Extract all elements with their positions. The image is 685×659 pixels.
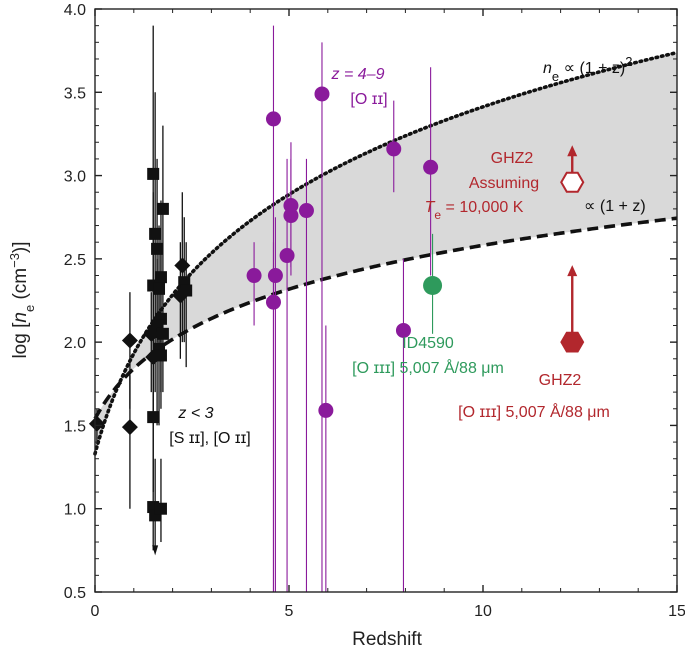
- scaling-curves: [93, 50, 679, 456]
- curve-squared-label: ne ∝ (1 + z)2: [543, 54, 632, 84]
- circle-marker: [423, 159, 439, 175]
- y-tick-label: 4.0: [64, 2, 86, 19]
- y-tick-label: 1.0: [64, 502, 86, 519]
- ghz2-te-assuming-label: Assuming: [469, 175, 539, 192]
- ghz2-lines-label: [O ɪɪɪ] 5,007 Å/88 μm: [458, 402, 610, 421]
- open-hexagon-marker: [560, 171, 585, 193]
- diamond-marker: [174, 257, 191, 274]
- diamond-marker: [143, 325, 160, 342]
- circle-marker: [298, 203, 314, 219]
- x-tick-label: 10: [474, 603, 492, 620]
- curve-squared: [93, 50, 679, 456]
- circle-marker: [267, 268, 283, 284]
- square-marker: [149, 227, 162, 240]
- circle-marker: [279, 248, 295, 264]
- curve-linear-label: ∝ (1 + z): [584, 198, 646, 215]
- circle-marker: [318, 402, 334, 418]
- square-marker: [156, 202, 169, 215]
- shaded-band-region: [95, 52, 677, 454]
- lower-limit-arrow-head: [567, 265, 578, 277]
- square-marker: [156, 327, 169, 340]
- ghz2-te-value-label: Te = 10,000 K: [425, 199, 524, 222]
- diamond-marker: [172, 287, 189, 304]
- ghz2-label: GHZ2: [539, 372, 582, 389]
- y-tick-label: 2.0: [64, 335, 86, 352]
- lowz-label: z < 3: [177, 405, 213, 422]
- square-marker: [147, 411, 160, 424]
- plot-frame: [94, 8, 678, 593]
- circle-marker: [283, 208, 299, 224]
- lower-limit-arrow-head: [567, 145, 578, 157]
- x-tick-label: 5: [285, 603, 294, 620]
- filled-hexagon-marker: [560, 331, 585, 353]
- lowz-lines-label: [S ɪɪ], [O ɪɪ]: [169, 430, 250, 447]
- y-tick-label: 0.5: [64, 585, 86, 602]
- circle-marker: [395, 322, 411, 338]
- z49-line-label: [O ɪɪ]: [350, 91, 387, 108]
- circle-marker: [265, 111, 281, 127]
- x-axis-title: Redshift: [352, 629, 422, 650]
- large-circle-marker: [423, 276, 443, 296]
- square-marker: [154, 271, 167, 284]
- axes: 0 5 10 15 0.5 1.0 1.5 2.0 2.5 3.0 3.5 4.0: [64, 2, 685, 620]
- circle-marker: [246, 268, 262, 284]
- y-axis-title: log [ne (cm−3)]: [7, 241, 37, 358]
- diamond-marker: [121, 419, 138, 436]
- y-tick-label: 2.5: [64, 252, 86, 269]
- y-tick-label: 3.0: [64, 169, 86, 186]
- y-tick-label: 1.5: [64, 418, 86, 435]
- square-marker: [154, 502, 167, 515]
- x-tick-label: 0: [91, 603, 100, 620]
- x-tick-label: 15: [668, 603, 685, 620]
- shaded-band: [95, 52, 677, 454]
- square-marker: [147, 167, 160, 180]
- circle-marker: [314, 86, 330, 102]
- z49-label: z = 4–9: [331, 66, 385, 83]
- ghz2-te-label: GHZ2: [491, 150, 534, 167]
- diamond-marker: [121, 332, 138, 349]
- diamond-marker: [88, 415, 105, 432]
- curve-linear: [93, 216, 678, 420]
- circle-marker: [265, 294, 281, 310]
- square-marker: [153, 282, 166, 295]
- upper-limit-arrow-head: [152, 545, 159, 556]
- square-marker: [151, 242, 164, 255]
- y-tick-label: 3.5: [64, 85, 86, 102]
- id4590-label: ID4590: [402, 335, 454, 352]
- id4590-lines-label: [O ɪɪɪ] 5,007 Å/88 μm: [352, 358, 504, 377]
- data-markers: [88, 86, 585, 522]
- circle-marker: [386, 141, 402, 157]
- diamond-marker: [145, 349, 162, 366]
